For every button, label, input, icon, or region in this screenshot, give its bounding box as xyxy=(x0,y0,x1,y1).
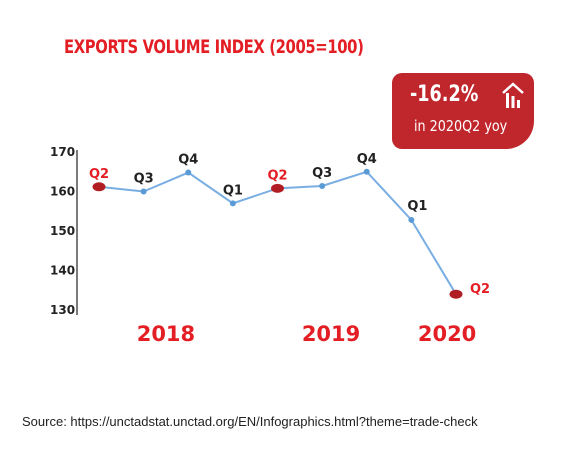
chart-title: EXPORTS VOLUME INDEX (2005=100) xyxy=(64,36,364,58)
data-point-highlight xyxy=(92,182,106,192)
data-point xyxy=(408,216,415,223)
y-tick-label: 150 xyxy=(50,224,75,238)
data-point xyxy=(319,182,326,189)
data-point xyxy=(185,169,192,176)
point-label: Q3 xyxy=(312,166,332,181)
y-tick-label: 130 xyxy=(50,303,75,317)
y-tick-label: 140 xyxy=(50,264,75,278)
year-label: 2019 xyxy=(302,322,360,346)
house-price-down-icon xyxy=(502,82,524,108)
point-label: Q2 xyxy=(470,282,490,297)
data-point-highlight xyxy=(449,289,463,299)
year-label: 2018 xyxy=(137,322,195,346)
point-label: Q1 xyxy=(407,199,427,214)
badge-value: -16.2% xyxy=(410,82,479,107)
point-label: Q4 xyxy=(357,152,377,167)
data-point xyxy=(229,200,236,207)
y-tick-label: 160 xyxy=(50,185,75,199)
data-point xyxy=(140,188,147,195)
data-point-highlight xyxy=(271,183,284,193)
year-label: 2020 xyxy=(418,322,476,346)
exports-volume-line-chart: 170 160 150 140 130 Q2 Q3 Q4 Q1 Q2 Q3 Q4 Q1 Q2 2018 201… xyxy=(50,145,490,346)
y-tick-label: 170 xyxy=(50,145,75,159)
source-note: Source: https://unctadstat.unctad.org/EN… xyxy=(22,414,478,429)
point-label: Q2 xyxy=(267,168,287,183)
yoy-change-badge: -16.2% in 2020Q2 yoy xyxy=(392,73,534,149)
point-label: Q2 xyxy=(89,167,109,182)
point-label: Q3 xyxy=(134,172,154,187)
point-label: Q4 xyxy=(178,153,198,168)
point-label: Q1 xyxy=(223,183,243,198)
data-point xyxy=(363,168,370,175)
badge-subtitle: in 2020Q2 yoy xyxy=(414,117,508,135)
